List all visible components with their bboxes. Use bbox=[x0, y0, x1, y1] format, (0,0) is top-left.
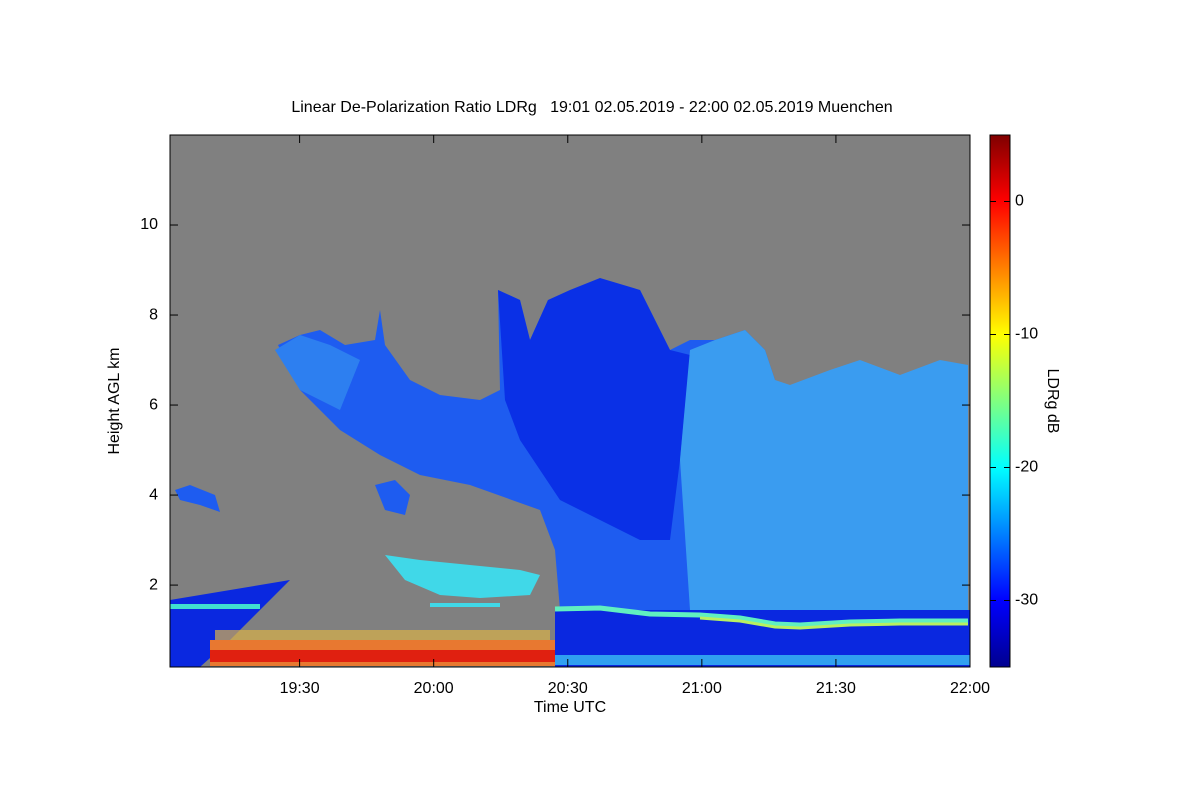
x-tick-label: 21:00 bbox=[682, 680, 722, 697]
colorbar-tick-label: -10 bbox=[1015, 326, 1038, 343]
plot-frame bbox=[169, 134, 971, 668]
y-tick-label: 10 bbox=[140, 216, 158, 233]
x-tick-label: 20:00 bbox=[414, 680, 454, 697]
x-axis-label: Time UTC bbox=[534, 699, 606, 716]
x-tick-label: 22:00 bbox=[950, 680, 990, 697]
x-tick-label: 20:30 bbox=[548, 680, 588, 697]
y-tick-label: 6 bbox=[149, 396, 158, 413]
y-tick-label: 8 bbox=[149, 306, 158, 323]
colorbar-label: LDRg dB bbox=[1044, 369, 1061, 434]
x-tick-label: 19:30 bbox=[280, 680, 320, 697]
y-tick-label: 2 bbox=[149, 576, 158, 593]
ldr-field bbox=[170, 135, 970, 667]
x-tick-label: 21:30 bbox=[816, 680, 856, 697]
chart-title: Linear De-Polarization Ratio LDRg 19:01 … bbox=[291, 99, 892, 116]
y-axis-label: Height AGL km bbox=[106, 347, 123, 454]
colorbar-tick-label: -20 bbox=[1015, 459, 1038, 476]
colorbar-tick-label: -30 bbox=[1015, 592, 1038, 609]
y-tick-label: 4 bbox=[149, 486, 158, 503]
colorbar-tick-label: 0 bbox=[1015, 193, 1024, 210]
colorbar bbox=[989, 134, 1011, 668]
